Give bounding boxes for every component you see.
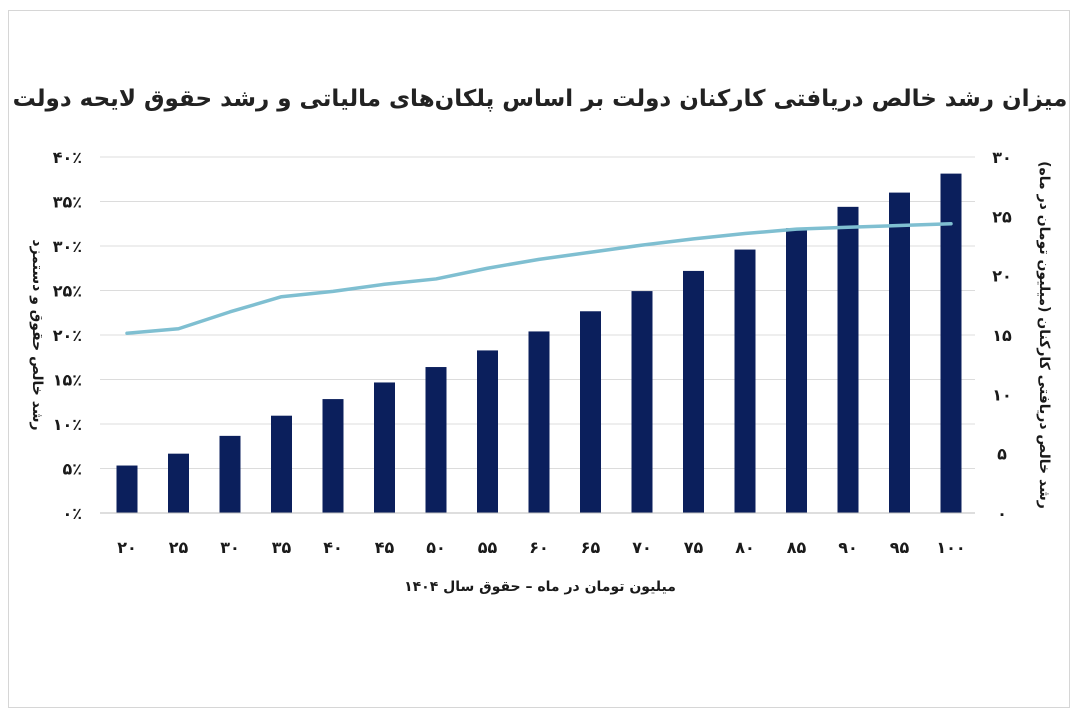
x-tick-label: ۴۰ <box>323 538 343 557</box>
left-tick-label: ۲۰٪ <box>53 326 82 345</box>
bar <box>219 435 241 513</box>
x-tick-label: ۸۰ <box>735 538 755 557</box>
x-tick-label: ۲۵ <box>169 538 189 557</box>
x-tick-label: ۱۰۰ <box>936 538 965 557</box>
bar <box>168 453 189 513</box>
bar <box>477 350 498 513</box>
bar <box>837 206 859 513</box>
left-tick-label: ۴۰٪ <box>53 148 82 167</box>
x-tick-label: ۷۵ <box>684 538 704 557</box>
bar <box>734 249 756 513</box>
bar <box>271 415 292 513</box>
bar <box>116 465 138 513</box>
bar <box>631 291 653 513</box>
left-axis-ticks: ۰٪ ۵٪ ۱۰٪ ۱۵٪ ۲۰٪ ۲۵٪ ۳۰٪ ۳۵٪ ۴۰٪ <box>53 148 82 523</box>
right-tick-label: ۲۵ <box>992 207 1012 226</box>
x-tick-label: ۹۰ <box>838 538 858 557</box>
line-series <box>125 222 953 335</box>
bar <box>889 192 910 513</box>
x-axis-title: میلیون تومان در ماه – حقوق سال ۱۴۰۴ <box>404 579 676 595</box>
x-tick-label: ۹۵ <box>890 538 910 557</box>
left-tick-label: ۳۵٪ <box>53 193 82 212</box>
chart-title: میزان رشد خالص دریافتی کارکنان دولت بر ا… <box>12 86 1068 112</box>
left-axis-title: رشد خالص حقوق و دستمزد <box>29 239 45 430</box>
left-tick-label: ۱۰٪ <box>53 415 82 434</box>
left-tick-label: ۳۰٪ <box>53 237 82 256</box>
x-axis-ticks: ۲۰ ۲۵ ۳۰ ۳۵ ۴۰ ۴۵ ۵۰ ۵۵ ۶۰ ۶۵ ۷۰ ۷۵ ۸۰ ۸۵ ۹۰ ۹۵ ۱۰۰ <box>117 538 965 557</box>
x-tick-label: ۷۰ <box>632 538 652 557</box>
x-tick-label: ۶۰ <box>529 538 549 557</box>
x-tick-label: ۳۵ <box>272 538 292 557</box>
x-tick-label: ۳۰ <box>220 538 240 557</box>
right-tick-label: ۱۰ <box>992 385 1012 404</box>
right-axis-ticks: ۰ ۵ ۱۰ ۱۵ ۲۰ ۲۵ ۳۰ <box>992 148 1012 523</box>
bar <box>374 382 395 513</box>
bar <box>786 228 807 513</box>
bar <box>580 311 601 513</box>
x-tick-label: ۵۰ <box>426 538 446 557</box>
bar <box>940 173 962 513</box>
left-tick-label: ۰٪ <box>62 504 82 523</box>
right-tick-label: ۰ <box>997 504 1007 523</box>
bar-series <box>116 173 962 513</box>
right-tick-label: ۳۰ <box>992 148 1012 167</box>
x-tick-label: ۴۵ <box>375 538 395 557</box>
bar <box>683 270 704 513</box>
right-tick-label: ۵ <box>997 445 1007 464</box>
x-tick-label: ۲۰ <box>117 538 137 557</box>
bar <box>528 331 550 513</box>
bar <box>425 367 447 513</box>
right-tick-label: ۲۰ <box>992 267 1012 286</box>
bar <box>322 399 344 513</box>
left-tick-label: ۵٪ <box>62 460 82 479</box>
right-tick-label: ۱۵ <box>992 326 1012 345</box>
left-tick-label: ۱۵٪ <box>53 371 82 390</box>
x-tick-label: ۶۵ <box>581 538 601 557</box>
left-tick-label: ۲۵٪ <box>53 282 82 301</box>
x-tick-label: ۸۵ <box>787 538 807 557</box>
x-tick-label: ۵۵ <box>478 538 498 557</box>
right-axis-title: رشد خالص دریافتی کارکنان (میلیون تومان د… <box>1036 161 1052 509</box>
